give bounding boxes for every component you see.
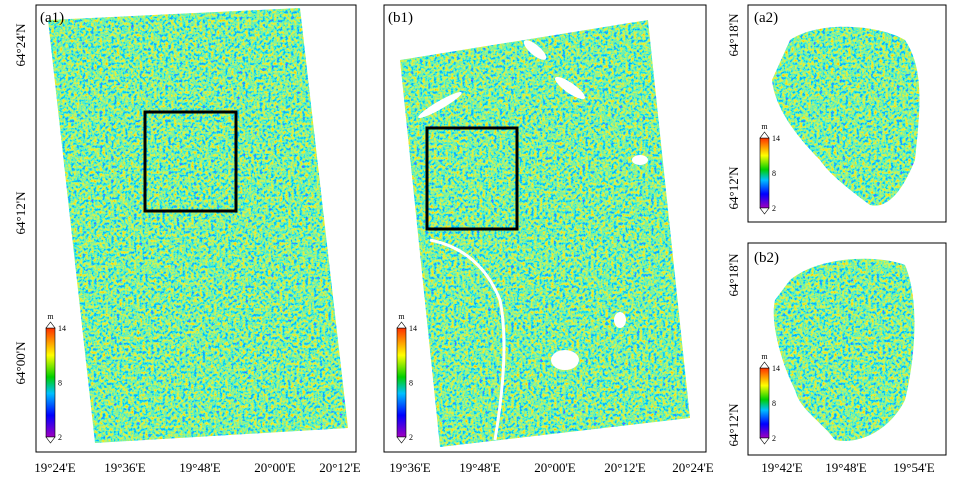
x-tick-label: 20°00'E bbox=[254, 460, 296, 475]
colorbar-tick-label: 8 bbox=[772, 399, 776, 408]
colorbar-cap bbox=[45, 436, 56, 444]
x-tick-label: 19°42'E bbox=[761, 460, 803, 475]
x-tick-label: 20°24'E bbox=[672, 460, 714, 475]
y-tick-label: 64°12'N bbox=[13, 191, 28, 235]
colorbar-cap bbox=[759, 437, 770, 445]
colorbar bbox=[45, 327, 56, 438]
colorbar-tick-label: 14 bbox=[772, 364, 780, 373]
colorbar-tick-label: 8 bbox=[772, 169, 776, 178]
x-tick-label: 19°54'E bbox=[893, 460, 935, 475]
colorbar-tick-label: 2 bbox=[772, 204, 776, 213]
panel-label: (b1) bbox=[388, 10, 413, 26]
x-tick-label: 20°00'E bbox=[534, 460, 576, 475]
colorbar-tick-label: 2 bbox=[772, 434, 776, 443]
colorbar-cap bbox=[45, 321, 56, 329]
panel-label: (a2) bbox=[754, 10, 778, 26]
colorbar-cap bbox=[396, 436, 407, 444]
y-tick-label: 64°12'N bbox=[726, 166, 741, 210]
colorbar-unit: m bbox=[398, 312, 405, 321]
x-tick-label: 19°36'E bbox=[389, 460, 431, 475]
panel-label: (b2) bbox=[754, 250, 779, 266]
colorbar-unit: m bbox=[47, 312, 54, 321]
colorbar-cap bbox=[759, 361, 770, 369]
water-bodies bbox=[418, 40, 648, 441]
colorbar-tick-label: 14 bbox=[58, 324, 66, 333]
x-tick-label: 19°48'E bbox=[459, 460, 501, 475]
x-tick-label: 19°36'E bbox=[104, 460, 146, 475]
colorbar-cap bbox=[759, 131, 770, 139]
colorbar-tick-label: 14 bbox=[409, 324, 417, 333]
x-tick-label: 20°12'E bbox=[604, 460, 646, 475]
y-tick-label: 64°12'N bbox=[726, 403, 741, 447]
colorbar-unit: m bbox=[761, 122, 768, 131]
x-tick-label: 20°12'E bbox=[319, 460, 361, 475]
y-tick-label: 64°00'N bbox=[13, 341, 28, 385]
height-map bbox=[400, 20, 690, 447]
colorbar-tick-label: 8 bbox=[409, 379, 413, 388]
x-tick-label: 19°48'E bbox=[825, 460, 867, 475]
y-tick-label: 64°24'N bbox=[13, 23, 28, 67]
colorbar-tick-label: 8 bbox=[58, 379, 62, 388]
raster-layer bbox=[48, 8, 920, 447]
colorbar bbox=[759, 367, 770, 439]
colorbar-unit: m bbox=[761, 352, 768, 361]
height-map bbox=[772, 26, 920, 206]
colorbar-tick-label: 2 bbox=[409, 433, 413, 442]
panel-label: (a1) bbox=[40, 10, 64, 26]
y-tick-label: 64°18'N bbox=[726, 13, 741, 57]
y-tick-label: 64°18'N bbox=[726, 253, 741, 297]
colorbar-tick-label: 14 bbox=[772, 134, 780, 143]
colorbar-cap bbox=[396, 321, 407, 329]
x-tick-label: 19°48'E bbox=[179, 460, 221, 475]
colorbar-tick-label: 2 bbox=[58, 433, 62, 442]
colorbar-cap bbox=[759, 207, 770, 215]
frames bbox=[35, 4, 947, 456]
x-tick-label: 19°24'E bbox=[34, 460, 76, 475]
height-map bbox=[773, 258, 915, 441]
colorbar bbox=[396, 327, 407, 438]
colorbar bbox=[759, 137, 770, 209]
height-map bbox=[48, 8, 348, 443]
